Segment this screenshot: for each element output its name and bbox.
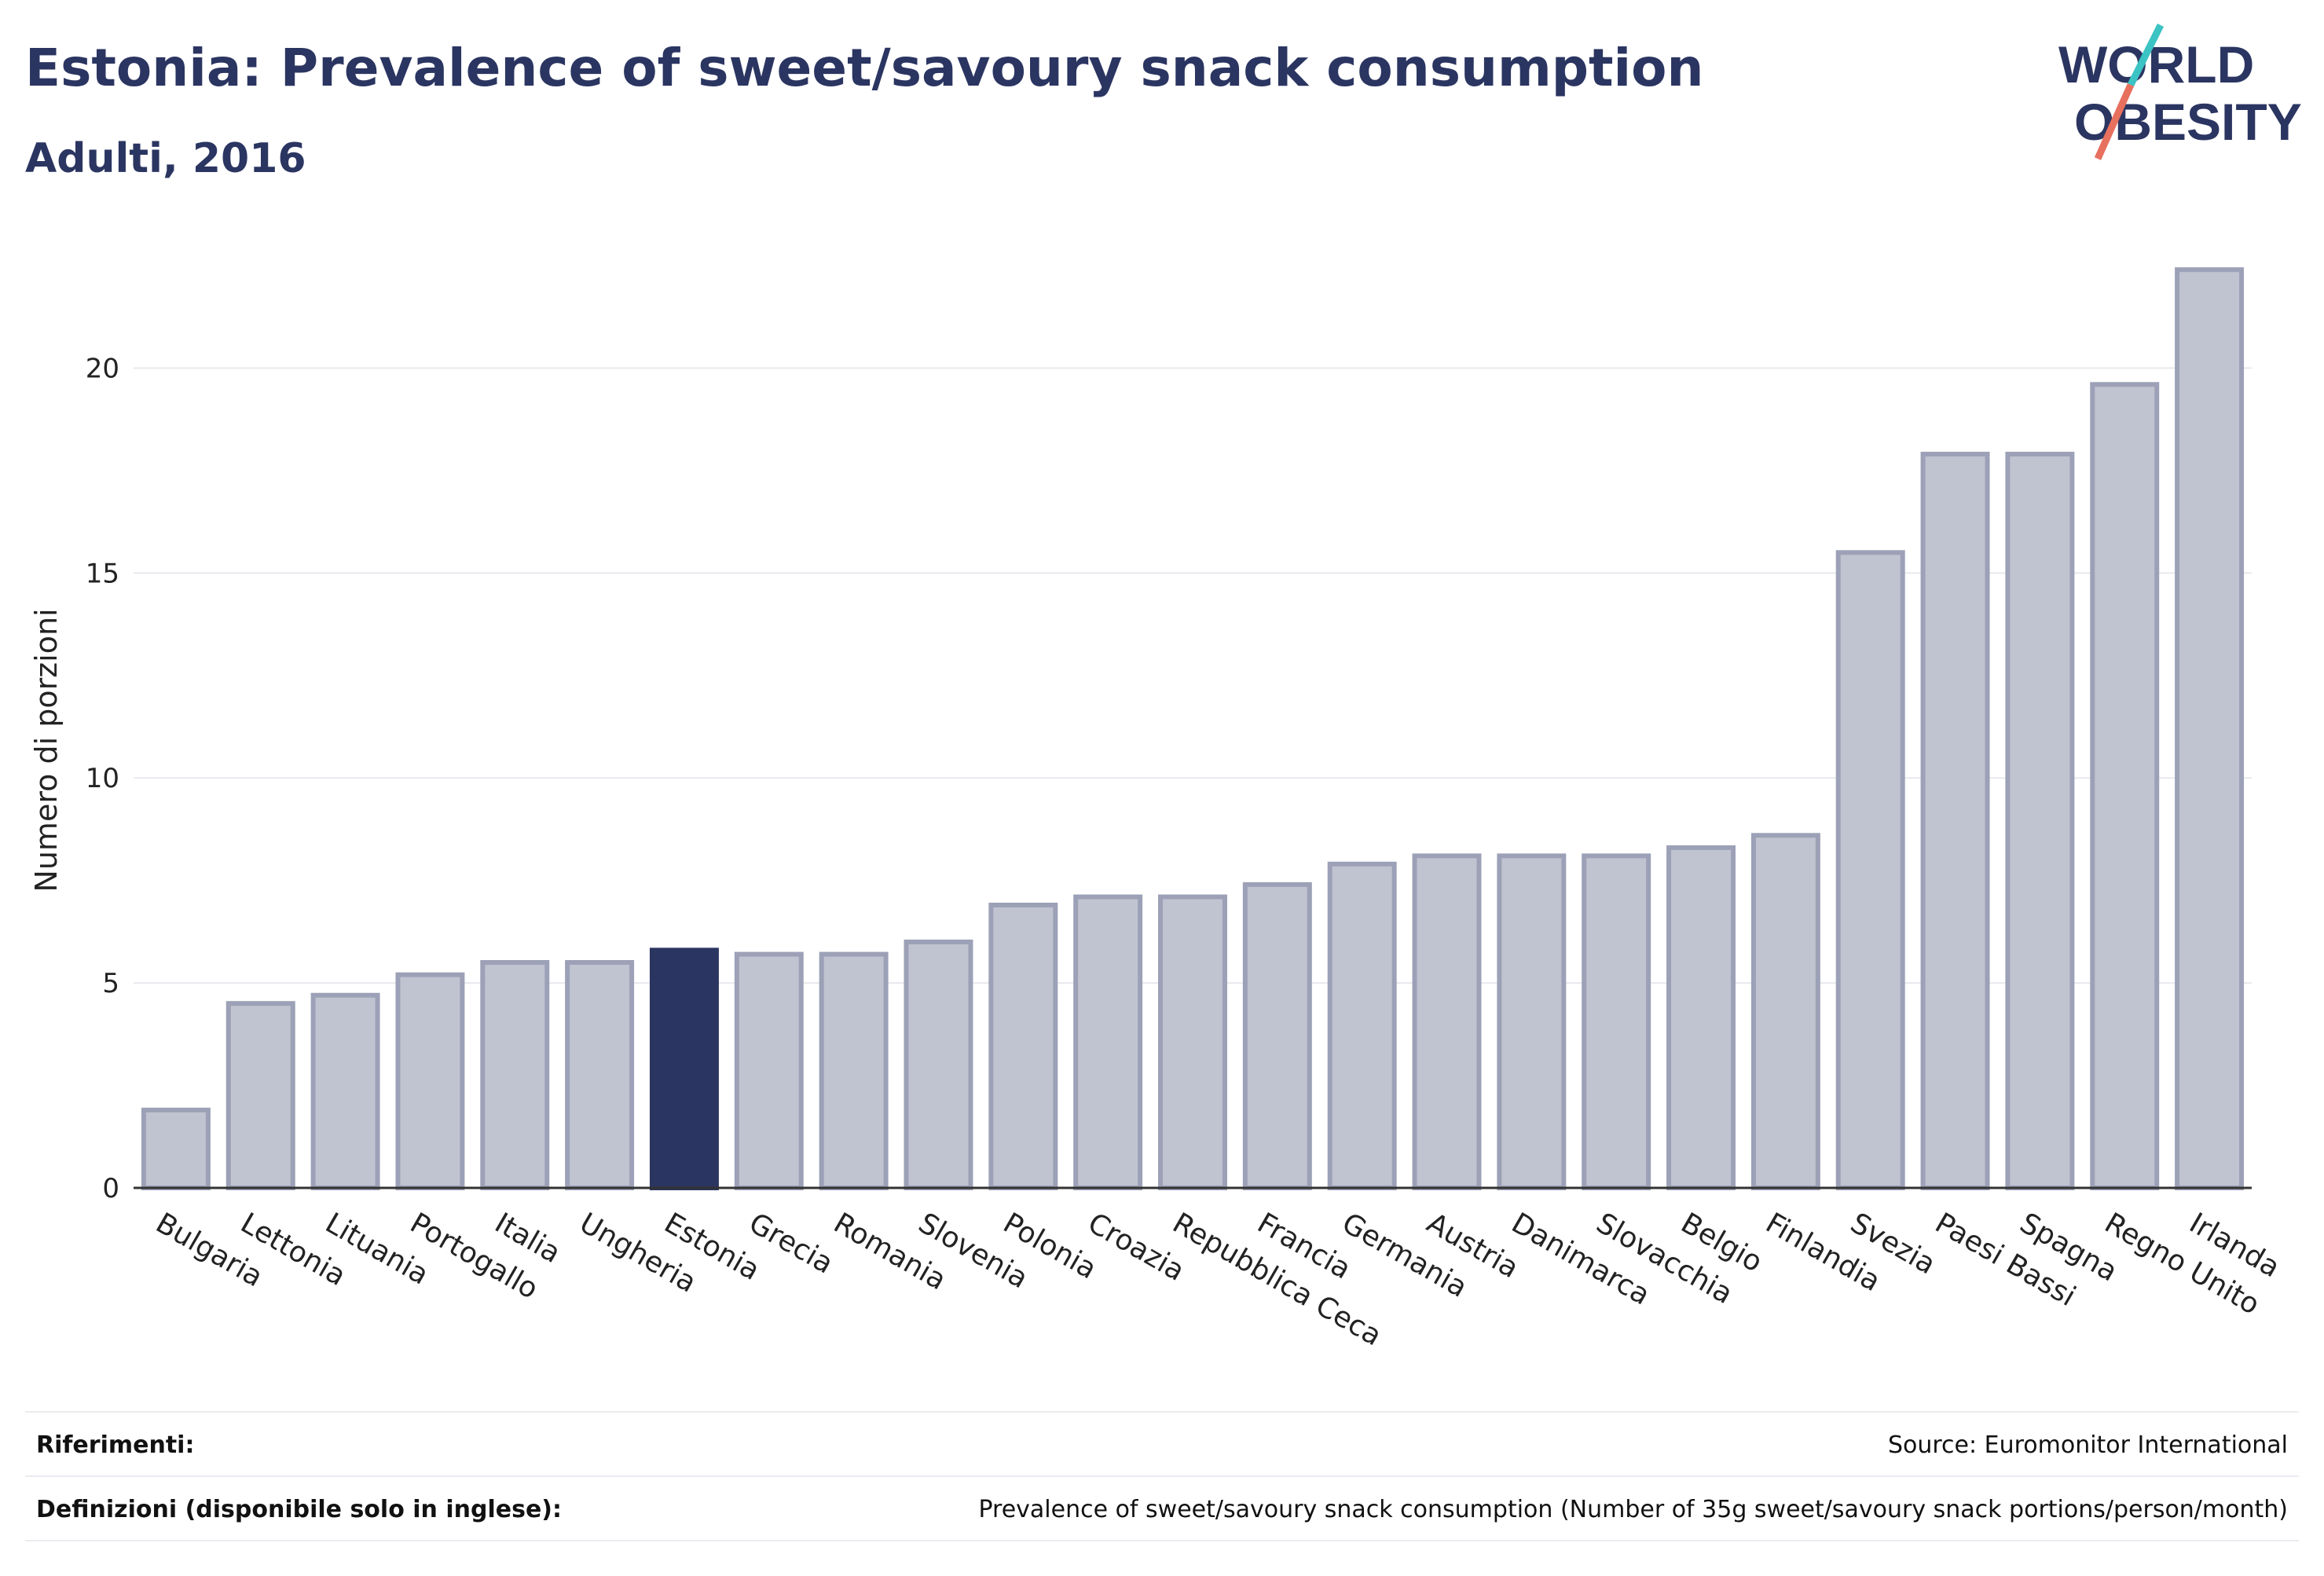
y-axis-title: Numero di porzioni (29, 608, 64, 892)
bar-italia (480, 960, 550, 1190)
bar-regno-unito (2090, 382, 2160, 1190)
definitions-value: Prevalence of sweet/savoury snack consum… (978, 1495, 2288, 1523)
footer-bottom-rule (25, 1540, 2299, 1541)
references-value: Source: Euromonitor International (1887, 1431, 2288, 1459)
bar-germania (1327, 861, 1397, 1190)
y-tick-label-0: 0 (102, 1173, 119, 1204)
bar-austria (1412, 853, 1482, 1190)
bar-belgio (1666, 845, 1736, 1190)
y-tick-label-20: 20 (86, 353, 119, 384)
bar-slovacchia (1582, 853, 1651, 1190)
bar-repubblica-ceca (1158, 894, 1227, 1190)
bar-lettonia (225, 1001, 295, 1190)
bar-spagna (2005, 452, 2075, 1190)
bar-bulgaria (141, 1107, 211, 1190)
bar-lituania (310, 992, 380, 1190)
bar-finlandia (1750, 833, 1820, 1190)
bar-irlanda (2175, 267, 2245, 1190)
footer-definitions-row: Definizioni (disponibile solo in inglese… (25, 1475, 2299, 1541)
bar-ungheria (565, 960, 635, 1190)
bar-paesi-bassi (1920, 452, 1990, 1190)
logo-slash-teal (2127, 24, 2165, 87)
bar-danimarca (1497, 853, 1567, 1190)
bar-croazia (1073, 894, 1143, 1190)
chart-subtitle: Adulti, 2016 (25, 135, 306, 182)
references-label: Riferimenti: (36, 1431, 195, 1459)
footer-references-row: Riferimenti: Source: Euromonitor Interna… (25, 1411, 2299, 1477)
bar-romania (819, 951, 889, 1190)
bar-portogallo (395, 972, 465, 1190)
bar-slovenia (904, 939, 973, 1191)
y-tick-label-5: 5 (102, 968, 119, 999)
bar-estonia (649, 947, 719, 1190)
y-tick-label-15: 15 (86, 558, 119, 589)
chart-title: Estonia: Prevalence of sweet/savoury sna… (25, 38, 1704, 98)
definitions-label: Definizioni (disponibile solo in inglese… (36, 1495, 562, 1523)
bar-francia (1242, 881, 1312, 1190)
logo-line-1: WORLD (2058, 35, 2254, 93)
world-obesity-logo: WORLD OBESITY (2058, 24, 2302, 160)
x-tick-label-croazia: Croazia (1083, 1207, 1190, 1288)
bar-grecia (734, 951, 804, 1190)
logo-slash-coral (2094, 83, 2135, 160)
bar-svezia (1835, 550, 1905, 1190)
bar-polonia (988, 902, 1058, 1191)
y-tick-label-10: 10 (86, 763, 119, 794)
